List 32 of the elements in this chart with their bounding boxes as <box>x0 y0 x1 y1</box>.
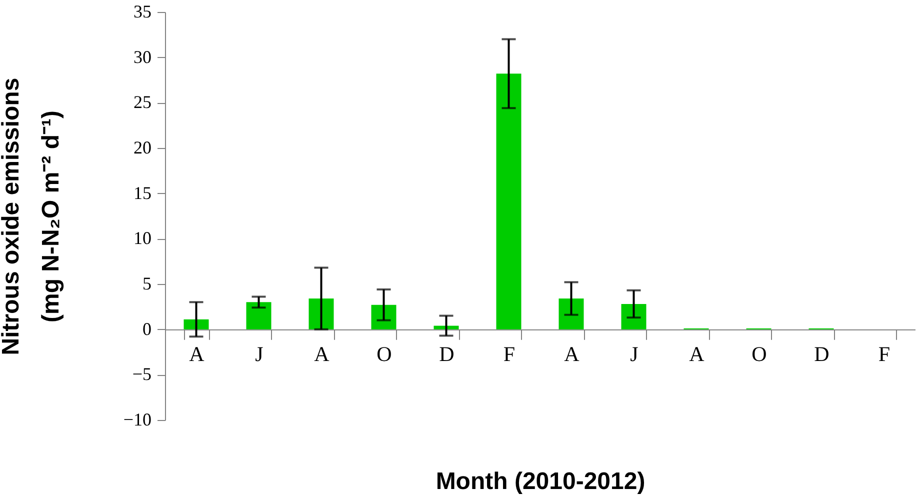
y-tick-label: 30 <box>134 46 152 67</box>
bar <box>558 298 584 330</box>
bar <box>184 319 209 330</box>
y-tick-label: −10 <box>123 410 152 430</box>
x-tick-label: A <box>314 342 330 366</box>
x-tick-label: A <box>189 342 206 366</box>
x-tick-label: F <box>503 342 516 366</box>
bar <box>434 326 459 330</box>
bar <box>621 304 646 330</box>
x-tick-label: A <box>689 342 706 366</box>
bar <box>246 302 272 330</box>
y-tick-label: 25 <box>134 92 152 112</box>
y-axis-title: Nitrous oxide emissions (mg N-N₂O m⁻² d⁻¹) <box>0 78 64 356</box>
x-axis-title: Month (2010-2012) <box>436 468 646 495</box>
x-tick-label: J <box>630 342 638 366</box>
bar <box>308 298 334 330</box>
bar <box>371 304 396 330</box>
x-tick-label: O <box>752 342 767 366</box>
x-tick-label: D <box>814 342 830 366</box>
x-tick-label: O <box>376 342 392 366</box>
bar <box>496 74 522 330</box>
y-tick-label: 35 <box>134 2 152 22</box>
y-tick-label: 20 <box>134 138 152 158</box>
y-tick-label: 15 <box>134 182 152 203</box>
x-tick-label: A <box>564 342 580 366</box>
y-tick-label: 5 <box>142 274 152 294</box>
y-tick-label: −5 <box>132 364 152 384</box>
y-tick-label: 10 <box>134 228 152 248</box>
x-tick-label: J <box>255 342 264 366</box>
x-tick-label: F <box>878 342 890 366</box>
y-tick-label: 0 <box>142 318 152 339</box>
x-tick-label: D <box>439 342 454 366</box>
